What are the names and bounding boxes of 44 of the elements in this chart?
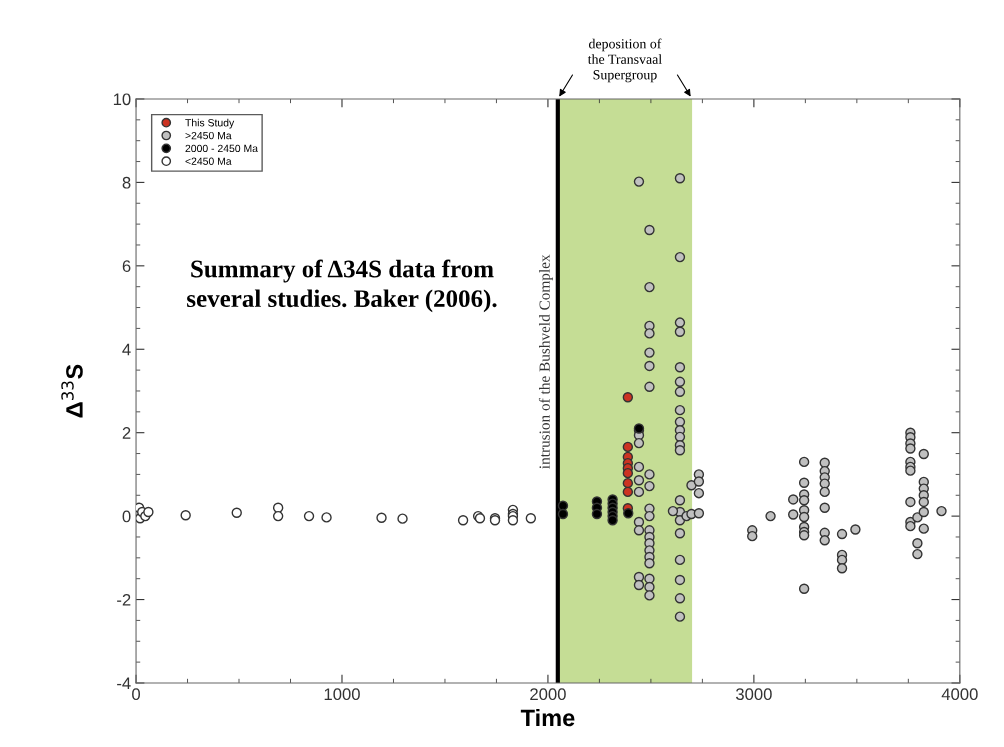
y-tick-label: 0: [122, 510, 131, 523]
y-axis-title: Δ$^{33}$S: [61, 364, 83, 418]
point: [622, 392, 634, 403]
point: [143, 506, 154, 518]
point: [272, 502, 284, 513]
y-tick-label: 2: [122, 427, 131, 439]
point: [303, 510, 315, 522]
ref-line-label: intrusion of the Bushveld Complex: [538, 254, 553, 469]
y-tick-label: 8: [122, 176, 131, 189]
point: [591, 508, 603, 520]
point: [607, 515, 618, 526]
y-tick-label: -2: [117, 593, 131, 606]
point: [376, 512, 387, 523]
x-tick-label: 0: [132, 688, 141, 701]
y-tick-label: 4: [122, 343, 131, 356]
point: [623, 508, 634, 519]
x-tick-label: 4000: [941, 688, 978, 701]
legend-label: 2000 - 2450 Ma: [185, 144, 258, 153]
point: [622, 486, 634, 498]
point: [557, 500, 569, 511]
legend-label: <2450 Ma: [185, 157, 232, 165]
point: [321, 512, 332, 523]
x-tick-label: 1000: [324, 688, 360, 701]
point: [557, 508, 569, 520]
point: [622, 441, 634, 453]
legend-label: This Study: [185, 118, 235, 129]
point: [525, 513, 537, 524]
x-tick-label: 3000: [735, 688, 772, 701]
x-axis-title: Time: [520, 708, 575, 727]
y-tick-label: 10: [113, 93, 131, 106]
annotation: Summary of Δ34S data from several studies. Baker (2006).: [187, 259, 497, 313]
point: [457, 515, 469, 526]
point: [180, 510, 191, 521]
point: [231, 507, 242, 518]
point: [272, 510, 284, 522]
band-label: deposition of the Transvaal Supergroup: [587, 38, 662, 83]
legend-label: >2450 Ma: [185, 131, 232, 140]
point: [622, 467, 634, 479]
x-tick-label: 2000: [530, 688, 566, 701]
point: [622, 477, 634, 489]
y-tick-label: -4: [117, 677, 131, 690]
point: [507, 515, 519, 526]
y-tick-label: 6: [122, 260, 131, 273]
point: [397, 513, 408, 524]
